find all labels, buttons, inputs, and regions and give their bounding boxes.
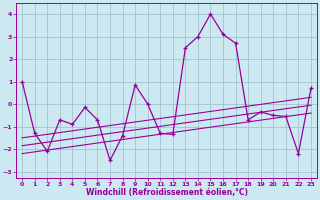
X-axis label: Windchill (Refroidissement éolien,°C): Windchill (Refroidissement éolien,°C) [85,188,248,197]
